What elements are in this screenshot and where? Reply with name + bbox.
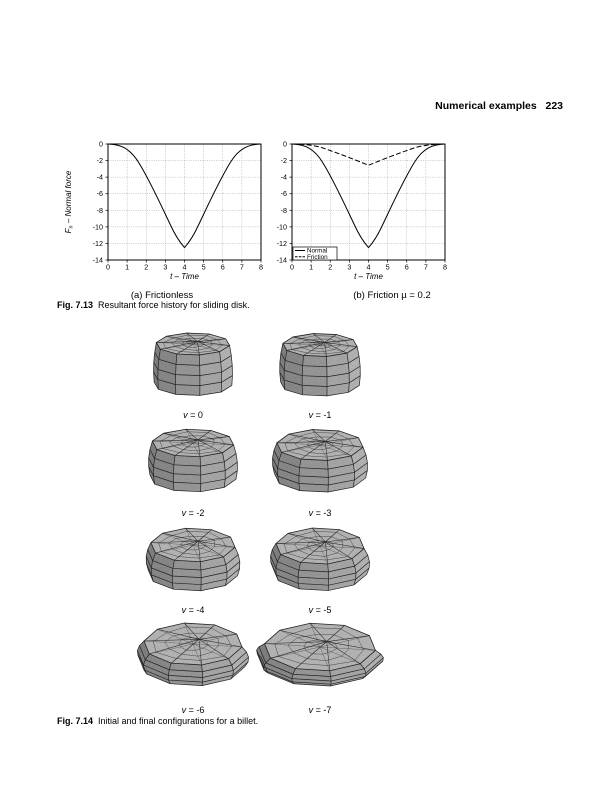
svg-text:5: 5: [386, 263, 390, 272]
svg-text:-4: -4: [281, 173, 287, 182]
svg-text:-8: -8: [281, 206, 287, 215]
svg-text:1: 1: [125, 263, 129, 272]
svg-text:-14: -14: [93, 256, 103, 265]
svg-text:8: 8: [259, 263, 263, 272]
svg-text:6: 6: [405, 263, 409, 272]
svg-text:-4: -4: [97, 173, 103, 182]
svg-text:7: 7: [240, 263, 244, 272]
svg-text:3: 3: [163, 263, 167, 272]
svg-text:1: 1: [309, 263, 313, 272]
svg-text:-14: -14: [277, 256, 287, 265]
svg-text:6: 6: [221, 263, 225, 272]
svg-text:-2: -2: [97, 156, 103, 165]
svg-text:-8: -8: [97, 206, 103, 215]
svg-text:8: 8: [443, 263, 447, 272]
svg-text:-2: -2: [281, 156, 287, 165]
svg-text:5: 5: [202, 263, 206, 272]
svg-text:Friction: Friction: [307, 254, 328, 261]
svg-text:-6: -6: [97, 189, 103, 198]
svg-text:0: 0: [106, 263, 110, 272]
svg-text:-12: -12: [93, 239, 103, 248]
svg-text:2: 2: [144, 263, 148, 272]
svg-text:-10: -10: [277, 222, 287, 231]
svg-text:2: 2: [328, 263, 332, 272]
svg-text:-6: -6: [281, 189, 287, 198]
svg-text:7: 7: [424, 263, 428, 272]
svg-text:4: 4: [367, 263, 371, 272]
svg-text:4: 4: [183, 263, 187, 272]
svg-text:0: 0: [283, 140, 287, 149]
svg-text:0: 0: [290, 263, 294, 272]
svg-text:t – Time: t – Time: [354, 272, 383, 281]
svg-text:0: 0: [99, 140, 103, 149]
svg-text:3: 3: [347, 263, 351, 272]
svg-text:-12: -12: [277, 239, 287, 248]
svg-text:-10: -10: [93, 222, 103, 231]
svg-text:Fn – Normal force: Fn – Normal force: [64, 170, 75, 233]
svg-text:t – Time: t – Time: [170, 272, 199, 281]
